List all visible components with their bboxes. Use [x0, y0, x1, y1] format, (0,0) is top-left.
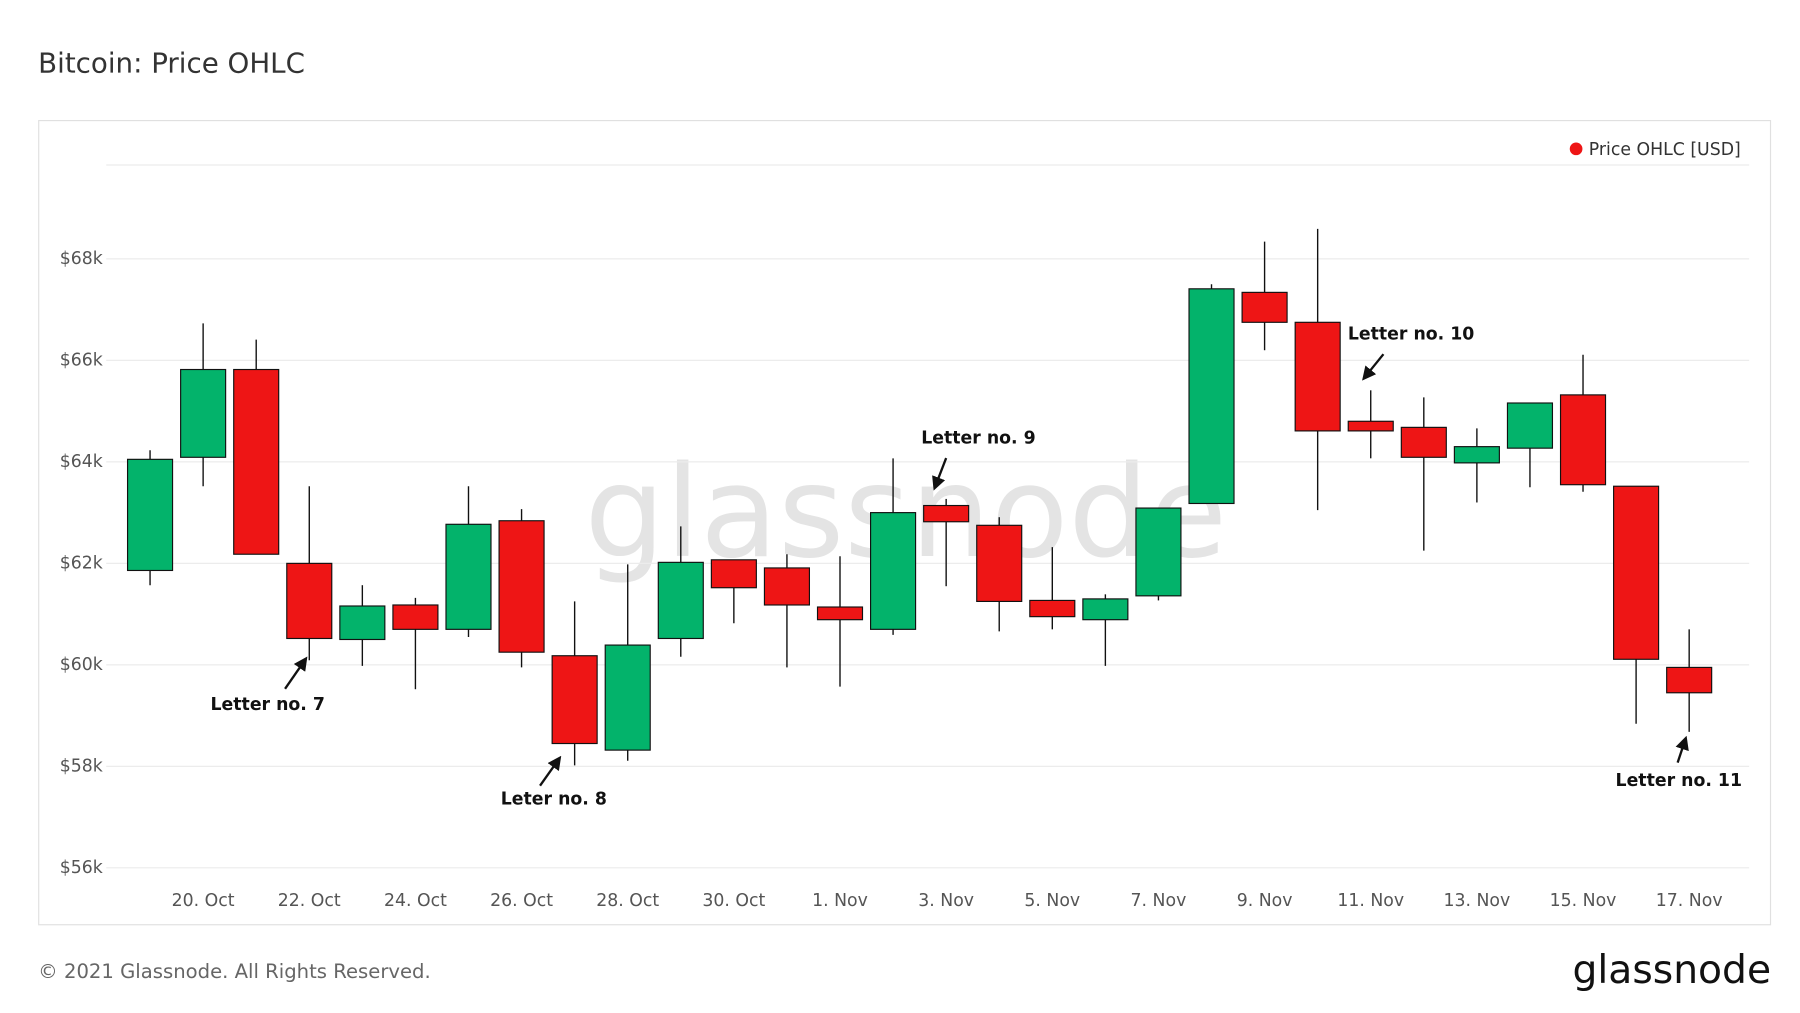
x-tick-label: 11. Nov [1337, 891, 1404, 911]
footer: © 2021 Glassnode. All Rights Reserved. [38, 960, 431, 983]
candle-body [392, 604, 439, 630]
candle-body [180, 368, 227, 458]
logo: glassnode [1573, 948, 1772, 993]
x-tick-label: 20. Oct [172, 891, 235, 911]
candle-body [286, 562, 333, 640]
x-tick-label: 17. Nov [1656, 891, 1723, 911]
y-tick-label: $66k [60, 350, 103, 370]
x-tick-label: 28. Oct [596, 891, 659, 911]
candle-body [763, 567, 811, 606]
candle-body [445, 523, 492, 630]
x-tick-label: 26. Oct [490, 891, 553, 911]
x-tick-label: 13. Nov [1443, 891, 1510, 911]
annotation: Leter no. 8 [501, 790, 607, 810]
candle-body [1400, 426, 1447, 458]
candle-body [1506, 402, 1554, 449]
annotation-arrow [284, 656, 308, 690]
chart-title: Bitcoin: Price OHLC [38, 47, 305, 80]
candle-body [710, 559, 757, 589]
annotation-arrow [1362, 353, 1385, 381]
x-tick-label: 3. Nov [918, 891, 974, 911]
annotation-arrow [539, 755, 562, 787]
annotation: Letter no. 7 [211, 695, 325, 715]
candle-body [1559, 394, 1607, 486]
annotation-arrow [932, 457, 948, 491]
candle-body [1082, 598, 1129, 621]
candle-body [604, 644, 651, 751]
candle-body [1029, 599, 1076, 618]
y-tick-label: $62k [60, 553, 103, 573]
y-tick-label: $68k [60, 249, 103, 269]
x-tick-label: 22. Oct [278, 891, 341, 911]
x-tick-label: 7. Nov [1131, 891, 1187, 911]
candle-body [870, 512, 917, 630]
y-tick-label: $64k [60, 452, 103, 472]
candle-body [498, 520, 545, 653]
candle-body [1347, 420, 1394, 432]
candle-body [657, 561, 704, 640]
x-tick-label: 24. Oct [384, 891, 447, 911]
annotation: Letter no. 11 [1616, 771, 1742, 791]
annotation: Letter no. 10 [1348, 325, 1474, 345]
x-tick-label: 30. Oct [702, 891, 765, 911]
candle-body [1666, 666, 1713, 694]
candle-body [126, 458, 174, 572]
candle-body [233, 368, 280, 555]
x-tick-label: 15. Nov [1550, 891, 1617, 911]
y-tick-label: $58k [60, 756, 103, 776]
annotation: Letter no. 9 [921, 428, 1035, 448]
legend-marker [1569, 142, 1583, 156]
y-tick-label: $60k [60, 655, 103, 675]
candle-body [1188, 288, 1235, 505]
x-tick-label: 9. Nov [1237, 891, 1293, 911]
x-tick-label: 5. Nov [1024, 891, 1080, 911]
candle-body [816, 606, 864, 621]
y-tick-label: $56k [60, 858, 103, 878]
candle-body [1613, 485, 1660, 660]
candle-body [976, 524, 1023, 603]
legend-label: Price OHLC [USD] [1589, 140, 1741, 160]
candle-body [1241, 291, 1288, 323]
candle-body [551, 655, 598, 745]
annotation-arrow [1675, 735, 1689, 763]
candle-body [1135, 507, 1182, 597]
candle-body [1294, 321, 1341, 432]
candle-body [339, 605, 386, 641]
candle-body [923, 504, 970, 523]
candle-body [1453, 446, 1500, 464]
x-tick-label: 1. Nov [812, 891, 868, 911]
